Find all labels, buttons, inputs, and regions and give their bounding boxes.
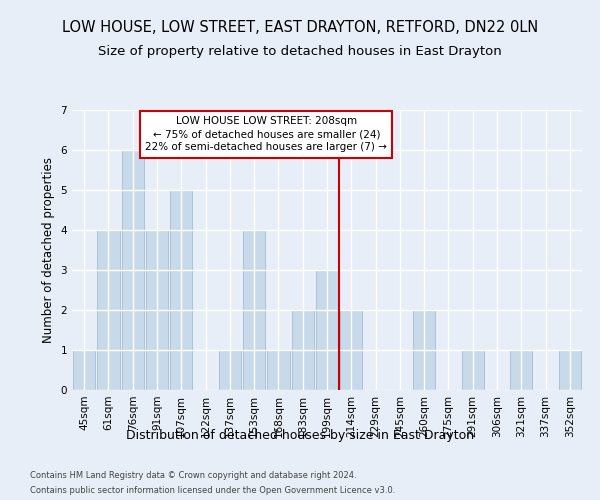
Bar <box>243 230 265 390</box>
Bar <box>316 270 338 390</box>
Bar <box>146 230 168 390</box>
Bar <box>510 350 532 390</box>
Bar <box>122 150 144 390</box>
Text: Size of property relative to detached houses in East Drayton: Size of property relative to detached ho… <box>98 45 502 58</box>
Text: LOW HOUSE, LOW STREET, EAST DRAYTON, RETFORD, DN22 0LN: LOW HOUSE, LOW STREET, EAST DRAYTON, RET… <box>62 20 538 35</box>
Text: Contains HM Land Registry data © Crown copyright and database right 2024.: Contains HM Land Registry data © Crown c… <box>30 471 356 480</box>
Bar <box>170 190 193 390</box>
Text: Distribution of detached houses by size in East Drayton: Distribution of detached houses by size … <box>126 428 474 442</box>
Y-axis label: Number of detached properties: Number of detached properties <box>42 157 55 343</box>
Bar <box>97 230 119 390</box>
Bar <box>73 350 95 390</box>
Bar <box>413 310 436 390</box>
Text: Contains public sector information licensed under the Open Government Licence v3: Contains public sector information licen… <box>30 486 395 495</box>
Bar <box>461 350 484 390</box>
Text: LOW HOUSE LOW STREET: 208sqm
← 75% of detached houses are smaller (24)
22% of se: LOW HOUSE LOW STREET: 208sqm ← 75% of de… <box>145 116 387 152</box>
Bar <box>340 310 362 390</box>
Bar <box>218 350 241 390</box>
Bar <box>292 310 314 390</box>
Bar <box>559 350 581 390</box>
Bar <box>267 350 290 390</box>
